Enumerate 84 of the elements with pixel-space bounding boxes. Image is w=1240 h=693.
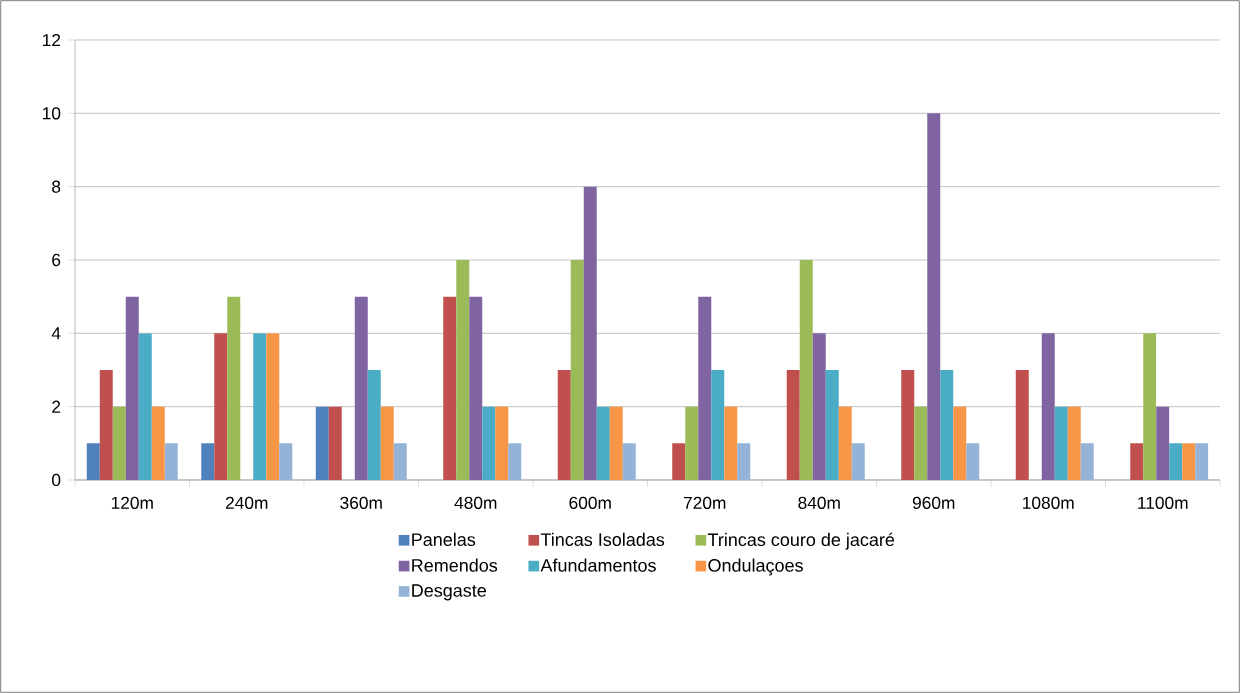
bar [1182,443,1196,480]
bar [279,443,293,480]
bar [724,406,738,480]
bar [508,443,522,480]
bar [927,113,941,480]
bar [112,406,126,480]
bar [1169,443,1183,480]
y-tick-label: 8 [52,180,61,193]
bar [1067,406,1081,480]
x-tick-label: 960m [912,496,955,509]
bar [799,259,813,480]
y-tick-label: 0 [52,473,61,487]
x-tick-label: 1080m [1023,496,1074,509]
bar [953,406,967,480]
bar [201,443,215,480]
y-tick-label: 2 [52,400,61,413]
bar [570,259,584,480]
x-tick-label: 240m [225,496,268,509]
bar [838,406,852,480]
legend-label: Afundamentos [540,558,656,572]
bar [456,259,470,480]
legend-label: Tincas Isoladas [540,532,665,546]
bar [214,333,228,480]
bar [86,443,100,480]
bar [966,443,980,480]
bar [685,406,699,480]
bar [443,296,457,480]
bar [227,296,241,480]
y-tick-label: 10 [43,107,61,120]
bar [354,296,368,480]
bar [164,443,178,480]
bar [1130,443,1144,480]
bar [125,296,139,480]
bar [367,369,381,480]
bar [1041,333,1055,480]
bar [393,443,407,480]
x-tick-label: 480m [454,496,497,509]
bar [1143,333,1157,480]
bar [622,443,636,480]
bar [138,333,152,480]
legend-label: Trincas couro de jacaré [707,532,895,550]
bar [698,296,712,480]
bar [1054,406,1068,480]
y-tick-label: 12 [43,33,61,47]
x-tick-label: 1100m [1138,496,1188,509]
bar [380,406,394,480]
bar [1080,443,1094,480]
bar [151,406,165,480]
legend-label: Panelas [412,532,476,546]
y-tick-label: 6 [52,253,61,267]
y-tick-label: 4 [51,327,61,340]
x-tick-label: 600m [569,496,611,509]
bar [1015,369,1029,480]
bar [711,369,725,480]
legend-label: Remendos [412,558,498,572]
x-tick-label: 120m [111,496,153,509]
bar [482,406,496,480]
bar [315,406,329,480]
legend-label: Desgaste [412,584,486,601]
bar [812,333,826,480]
x-tick-label: 360m [340,496,382,509]
bar [609,406,623,480]
x-tick-label: 840m [798,496,840,509]
bar [557,369,571,480]
bar [914,406,928,480]
bar [851,443,865,480]
bar [1156,406,1170,480]
bar [469,296,483,480]
bar [253,333,267,480]
bar [596,406,610,480]
bar [328,406,342,480]
bar [495,406,509,480]
bar [786,369,800,480]
bar [672,443,686,480]
legend-label: Ondulaçoes [708,558,803,576]
bar [99,369,113,480]
bar [737,443,751,480]
bar [1195,443,1209,480]
bar [825,369,839,480]
x-tick-label: 720m [683,496,726,509]
bar [901,369,915,480]
bar [583,186,597,480]
bar [940,369,954,480]
bar [266,333,280,480]
